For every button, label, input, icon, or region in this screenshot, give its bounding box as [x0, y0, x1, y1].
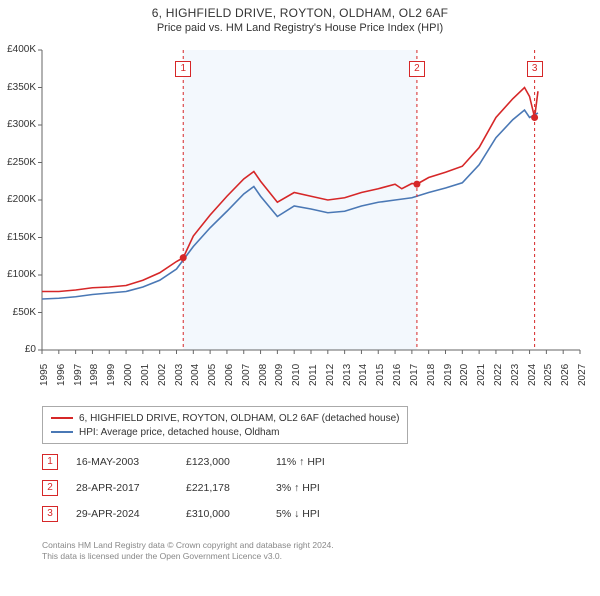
event-date: 16-MAY-2003 — [76, 456, 186, 468]
y-tick-label: £350K — [0, 82, 36, 93]
chart-svg — [0, 6, 600, 406]
x-tick-label: 1995 — [39, 364, 50, 386]
y-tick-label: £400K — [0, 44, 36, 55]
x-tick-label: 2012 — [325, 364, 336, 386]
event-row: 3 29-APR-2024£310,0005% ↓ HPI — [42, 506, 386, 522]
y-tick-label: £50K — [0, 307, 36, 318]
event-marker-box: 2 — [42, 480, 58, 496]
x-tick-label: 2011 — [308, 364, 319, 386]
legend-row: 6, HIGHFIELD DRIVE, ROYTON, OLDHAM, OL2 … — [51, 411, 399, 425]
event-price: £123,000 — [186, 456, 276, 468]
event-date: 28-APR-2017 — [76, 482, 186, 494]
x-tick-label: 2026 — [560, 364, 571, 386]
x-tick-label: 2024 — [527, 364, 538, 386]
y-tick-label: £100K — [0, 269, 36, 280]
event-delta: 5% ↓ HPI — [276, 508, 386, 520]
marker-dot — [531, 114, 538, 121]
y-tick-label: £250K — [0, 157, 36, 168]
x-tick-label: 2018 — [426, 364, 437, 386]
x-tick-label: 2021 — [476, 364, 487, 386]
x-tick-label: 2000 — [123, 364, 134, 386]
legend: 6, HIGHFIELD DRIVE, ROYTON, OLDHAM, OL2 … — [42, 406, 408, 444]
x-tick-label: 2003 — [174, 364, 185, 386]
marker-dot — [413, 181, 420, 188]
x-tick-label: 2016 — [392, 364, 403, 386]
x-tick-label: 2002 — [157, 364, 168, 386]
x-tick-label: 2017 — [409, 364, 420, 386]
y-tick-label: £300K — [0, 119, 36, 130]
x-tick-label: 1996 — [56, 364, 67, 386]
event-price: £310,000 — [186, 508, 276, 520]
x-tick-label: 2027 — [577, 364, 588, 386]
x-tick-label: 2008 — [258, 364, 269, 386]
event-date: 29-APR-2024 — [76, 508, 186, 520]
event-row: 2 28-APR-2017£221,1783% ↑ HPI — [42, 480, 386, 496]
shaded-region — [183, 50, 417, 350]
x-tick-label: 2004 — [190, 364, 201, 386]
event-marker-box: 3 — [42, 506, 58, 522]
y-tick-label: £0 — [0, 344, 36, 355]
x-tick-label: 2022 — [493, 364, 504, 386]
y-tick-label: £200K — [0, 194, 36, 205]
x-tick-label: 1998 — [89, 364, 100, 386]
legend-swatch — [51, 431, 73, 433]
footnote-line2: This data is licensed under the Open Gov… — [42, 551, 334, 562]
x-tick-label: 2014 — [358, 364, 369, 386]
legend-label: 6, HIGHFIELD DRIVE, ROYTON, OLDHAM, OL2 … — [79, 413, 399, 424]
x-tick-label: 2025 — [543, 364, 554, 386]
x-tick-label: 2023 — [510, 364, 521, 386]
marker-box: 2 — [409, 61, 425, 77]
x-tick-label: 2007 — [241, 364, 252, 386]
event-delta: 11% ↑ HPI — [276, 456, 386, 468]
event-row: 1 16-MAY-2003£123,00011% ↑ HPI — [42, 454, 386, 470]
x-tick-label: 2015 — [375, 364, 386, 386]
x-tick-label: 2019 — [443, 364, 454, 386]
marker-box: 3 — [527, 61, 543, 77]
footnote: Contains HM Land Registry data © Crown c… — [42, 540, 334, 561]
x-tick-label: 2020 — [459, 364, 470, 386]
x-tick-label: 1999 — [106, 364, 117, 386]
event-price: £221,178 — [186, 482, 276, 494]
marker-dot — [180, 254, 187, 261]
event-delta: 3% ↑ HPI — [276, 482, 386, 494]
legend-row: HPI: Average price, detached house, Oldh… — [51, 425, 399, 439]
event-marker-box: 1 — [42, 454, 58, 470]
footnote-line1: Contains HM Land Registry data © Crown c… — [42, 540, 334, 551]
x-tick-label: 1997 — [73, 364, 84, 386]
x-tick-label: 2001 — [140, 364, 151, 386]
x-tick-label: 2006 — [224, 364, 235, 386]
x-tick-label: 2009 — [274, 364, 285, 386]
x-tick-label: 2010 — [291, 364, 302, 386]
legend-swatch — [51, 417, 73, 419]
marker-box: 1 — [175, 61, 191, 77]
legend-label: HPI: Average price, detached house, Oldh… — [79, 427, 280, 438]
y-tick-label: £150K — [0, 232, 36, 243]
x-tick-label: 2005 — [207, 364, 218, 386]
x-tick-label: 2013 — [342, 364, 353, 386]
